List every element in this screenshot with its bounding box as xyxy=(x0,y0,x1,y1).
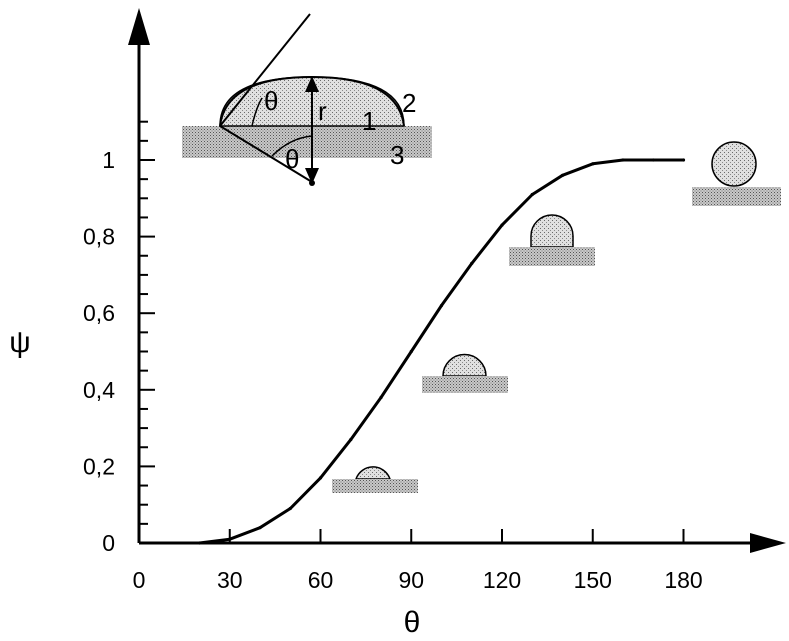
y-ticks: 0 0,2 0,4 0,6 0,8 1 xyxy=(83,120,155,556)
y-axis-arrow xyxy=(128,8,150,45)
inset-phase-3-label: 3 xyxy=(390,140,404,170)
series-layer xyxy=(197,158,686,545)
inset-angle-label-bottom: θ xyxy=(285,144,299,174)
x-tick-label: 150 xyxy=(574,567,612,593)
inset-surface xyxy=(182,126,432,158)
x-tick-label: 0 xyxy=(133,567,146,593)
data-point xyxy=(681,158,686,162)
inset-radius-label: r xyxy=(318,96,327,126)
data-point xyxy=(470,261,474,266)
inset-radius-line xyxy=(219,125,313,183)
x-axis-arrow xyxy=(750,533,786,553)
data-point xyxy=(349,437,353,442)
x-ticks: 0 30 60 90 120 150 180 xyxy=(133,529,703,593)
inset-phase-1-label: 1 xyxy=(362,106,376,136)
inset-center-dot xyxy=(309,180,315,186)
inset-down-arrow xyxy=(305,168,319,184)
y-tick-label: 0,4 xyxy=(83,377,115,403)
droplet-small xyxy=(332,466,418,493)
droplet-sketches xyxy=(332,141,781,493)
data-point xyxy=(258,526,262,530)
inset-angle-arc-top xyxy=(251,97,263,127)
axes xyxy=(128,8,786,553)
inset-angle-arc-bottom xyxy=(271,135,313,157)
inset-up-arrow xyxy=(305,76,319,92)
data-point xyxy=(651,158,655,162)
inset-tangent-line xyxy=(219,13,311,127)
data-point xyxy=(379,395,383,400)
x-tick-label: 180 xyxy=(664,567,702,593)
y-axis-label: ψ xyxy=(9,326,30,359)
data-point xyxy=(530,192,534,197)
x-axis-label: θ xyxy=(404,606,421,639)
data-point xyxy=(197,541,202,545)
y-tick-label: 0,6 xyxy=(83,300,115,326)
y-tick-label: 0,8 xyxy=(83,224,115,250)
y-tick-label: 0 xyxy=(102,530,115,556)
y-tick-label: 0,2 xyxy=(83,453,115,479)
data-point xyxy=(560,173,565,177)
data-point xyxy=(439,303,444,308)
data-point xyxy=(318,476,323,480)
x-tick-label: 30 xyxy=(217,567,243,593)
data-point xyxy=(621,158,625,162)
x-tick-label: 60 xyxy=(308,567,334,593)
data-point xyxy=(500,223,504,227)
data-point xyxy=(591,162,595,166)
data-point xyxy=(228,537,232,541)
data-point xyxy=(288,506,292,511)
x-tick-label: 90 xyxy=(398,567,424,593)
x-tick-label: 120 xyxy=(483,567,521,593)
inset-angle-label-top: θ xyxy=(264,86,278,116)
series-line xyxy=(199,158,684,545)
droplet-large xyxy=(509,214,595,266)
droplet-sphere xyxy=(692,141,781,206)
y-tick-label: 1 xyxy=(102,147,115,173)
droplet-medium xyxy=(422,353,508,393)
data-point xyxy=(409,349,413,354)
contact-angle-inset: θ θ r 1 2 3 xyxy=(182,13,432,186)
inset-phase-2-label: 2 xyxy=(402,88,416,118)
